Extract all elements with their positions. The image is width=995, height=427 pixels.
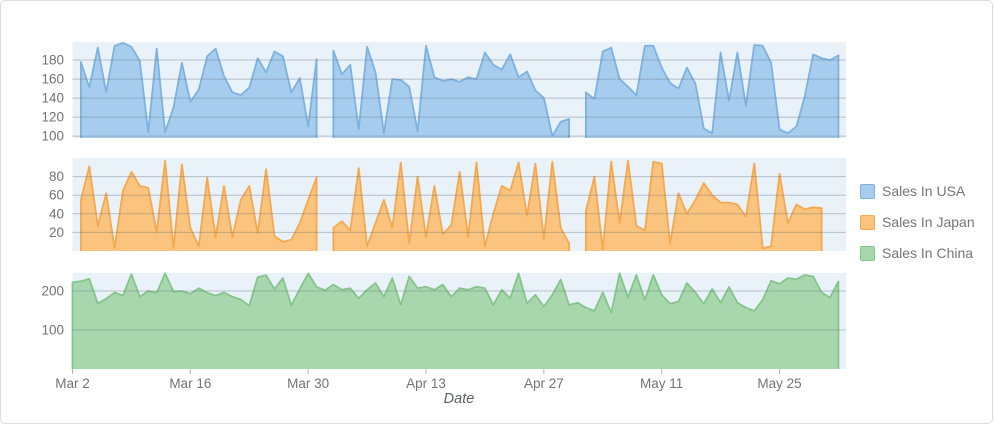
legend-item-usa[interactable]: Sales In USA	[860, 181, 975, 201]
x-tick-label: Apr 13	[406, 376, 446, 391]
legend-swatch-japan	[860, 214, 875, 230]
y-tick-label: 40	[49, 206, 64, 221]
x-tick-label: May 25	[757, 376, 801, 391]
legend-label-japan: Sales In Japan	[882, 214, 975, 230]
y-tick-label: 160	[41, 72, 64, 87]
y-tick-label: 140	[41, 91, 64, 106]
y-tick-label: 120	[41, 110, 64, 125]
series-area-sales-in-japan[interactable]	[585, 159, 823, 251]
series-area-sales-in-china[interactable]	[71, 272, 840, 369]
y-tick-label: 200	[41, 283, 64, 298]
y-tick-label: 20	[49, 225, 64, 240]
legend-swatch-china	[860, 245, 875, 261]
y-tick-label: 100	[41, 129, 64, 144]
x-tick-label: Mar 30	[287, 376, 329, 391]
x-tick-label: May 11	[640, 376, 683, 391]
legend-label-usa: Sales In USA	[882, 183, 966, 199]
series-area-sales-in-usa[interactable]	[585, 44, 840, 138]
series-area-sales-in-japan[interactable]	[80, 159, 318, 251]
y-tick-label: 100	[41, 322, 64, 337]
y-tick-label: 60	[49, 188, 64, 203]
y-tick-label: 180	[41, 53, 64, 68]
x-tick-label: Mar 16	[169, 376, 211, 391]
legend-swatch-usa	[860, 183, 875, 199]
chart-legend: Sales In USA Sales In Japan Sales In Chi…	[860, 181, 975, 274]
series-area-sales-in-usa[interactable]	[80, 42, 318, 138]
x-tick-label: Apr 27	[524, 376, 564, 391]
series-area-sales-in-japan[interactable]	[332, 160, 570, 251]
x-tick-label: Mar 2	[55, 376, 90, 391]
series-area-sales-in-usa[interactable]	[332, 44, 570, 138]
legend-item-china[interactable]: Sales In China	[860, 243, 975, 263]
x-axis-title: Date	[444, 391, 475, 407]
legend-item-japan[interactable]: Sales In Japan	[860, 212, 975, 232]
legend-label-china: Sales In China	[882, 245, 974, 261]
y-tick-label: 80	[49, 169, 64, 184]
